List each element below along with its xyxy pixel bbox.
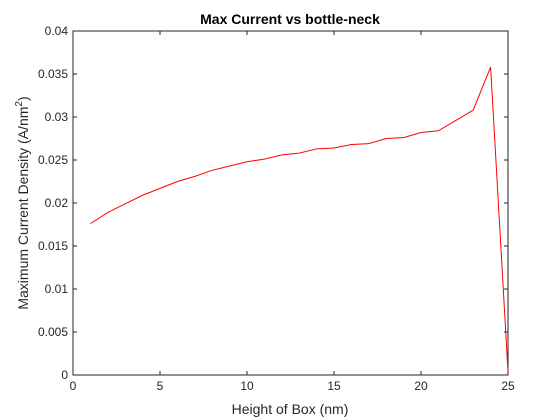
y-axis-label-superscript: 2 (14, 101, 25, 107)
x-tick-label: 25 (501, 379, 515, 393)
x-tick-label: 15 (327, 379, 341, 393)
x-tick-label: 0 (70, 379, 77, 393)
y-axis-label-main: Maximum Current Density (A/nm (15, 107, 31, 310)
y-axis-label: Maximum Current Density (A/nm2) (14, 96, 31, 309)
series-layer (90, 66, 509, 372)
x-tick-label: 20 (414, 379, 428, 393)
x-axis-ticks: 0 5 10 15 20 25 (70, 31, 515, 393)
chart-title: Max Current vs bottle-neck (200, 11, 380, 27)
y-tick-label: 0.01 (45, 282, 69, 296)
y-tick-label: 0.02 (45, 196, 69, 210)
series-line (90, 66, 509, 372)
y-tick-label: 0.025 (38, 153, 68, 167)
y-axis-label-tail: ) (15, 96, 31, 101)
y-tick-label: 0.005 (38, 325, 68, 339)
y-tick-label: 0.015 (38, 239, 68, 253)
x-tick-label: 5 (157, 379, 164, 393)
y-tick-label: 0.03 (45, 110, 69, 124)
y-axis-ticks: 0 0.005 0.01 0.015 0.02 0.025 0.03 0.035 0.04 (38, 24, 508, 382)
y-tick-label: 0.035 (38, 67, 68, 81)
y-tick-label: 0.04 (45, 24, 69, 38)
plot-area (72, 30, 509, 376)
x-tick-label: 10 (240, 379, 254, 393)
y-tick-label: 0 (61, 368, 68, 382)
x-axis-label: Height of Box (nm) (232, 401, 349, 417)
